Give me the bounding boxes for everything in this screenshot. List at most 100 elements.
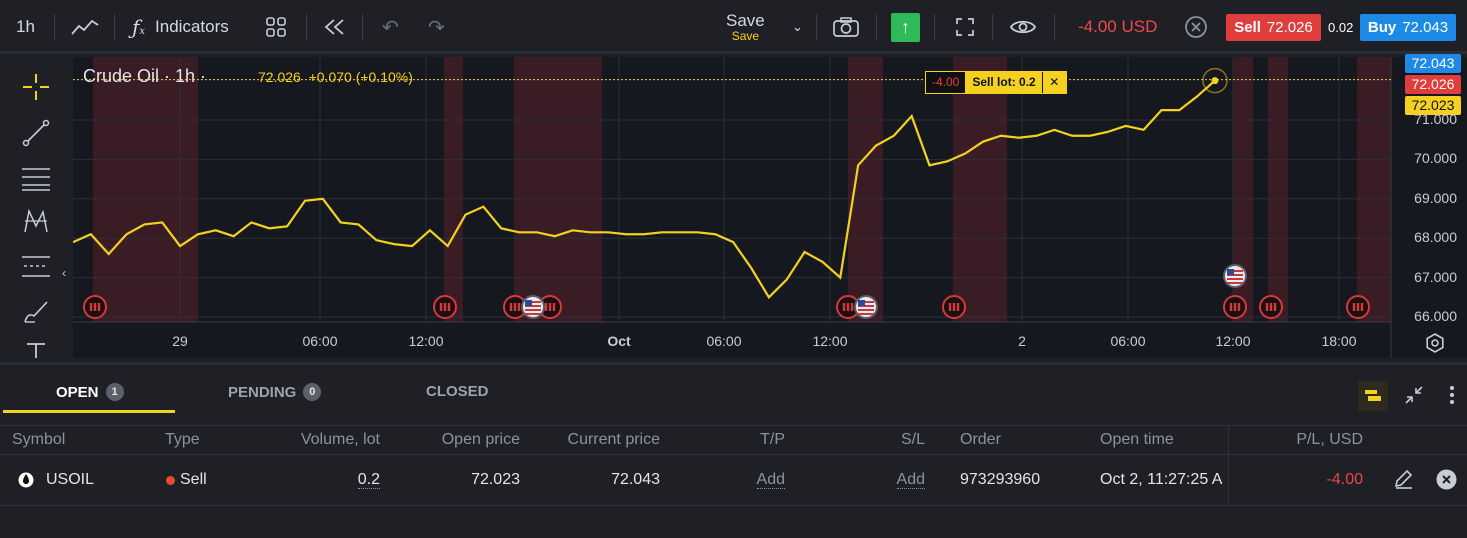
buy-button[interactable]: Buy 72.043 bbox=[1360, 0, 1456, 54]
layouts-button[interactable] bbox=[265, 0, 287, 54]
economic-event-icon bbox=[942, 295, 966, 319]
row-current-price: 72.043 bbox=[611, 471, 660, 488]
save-dropdown[interactable]: ⌄ bbox=[792, 0, 803, 54]
prediction-tool[interactable] bbox=[20, 250, 52, 282]
top-toolbar: 1h ƒx Indicators ↶ ↷ Save Save ⌄ ↑ -4.00… bbox=[0, 0, 1467, 54]
trendline-icon bbox=[22, 119, 50, 147]
arrow-up-icon: ↑ bbox=[891, 12, 920, 42]
buy-label: Buy bbox=[1367, 18, 1397, 36]
y-tick-label: 71.000 bbox=[1414, 111, 1457, 127]
chart-title: Crude Oil · 1h · bbox=[83, 66, 207, 86]
timeframe-button[interactable]: 1h bbox=[16, 0, 35, 54]
edit-position-button[interactable] bbox=[1393, 468, 1415, 495]
row-volume-field[interactable]: 0.2 bbox=[250, 471, 380, 489]
collapse-toolbar-button[interactable]: ‹ bbox=[62, 266, 66, 280]
column-divider bbox=[1228, 425, 1229, 505]
save-label: Save bbox=[726, 10, 765, 30]
tab-closed[interactable]: CLOSED bbox=[426, 383, 489, 400]
col-symbol: Symbol bbox=[12, 431, 66, 448]
price-change: +0.070 (+0.10%) bbox=[308, 69, 413, 85]
sell-button[interactable]: Sell 72.026 bbox=[1226, 0, 1321, 54]
buy-price: 72.043 bbox=[1402, 18, 1449, 36]
last-point bbox=[1211, 77, 1219, 85]
tab-pending-label: PENDING bbox=[228, 383, 297, 401]
pattern-tool[interactable] bbox=[20, 205, 52, 237]
x-tick-label: 29 bbox=[172, 333, 188, 349]
indicators-label: Indicators bbox=[155, 17, 229, 36]
undo-icon: ↶ bbox=[382, 16, 399, 39]
x-tick-label: 18:00 bbox=[1321, 333, 1357, 349]
chart-type-button[interactable] bbox=[70, 0, 100, 54]
grid-icon bbox=[266, 17, 286, 37]
x-tick-label: Oct bbox=[607, 333, 631, 349]
panel-menu-button[interactable] bbox=[1444, 383, 1460, 407]
text-tool[interactable] bbox=[20, 339, 52, 358]
economic-event-icon bbox=[1346, 295, 1370, 319]
trendline-tool[interactable] bbox=[20, 117, 52, 149]
publish-button[interactable]: ↑ bbox=[891, 0, 920, 54]
settings-icon bbox=[1426, 333, 1444, 353]
crosshair-tool[interactable] bbox=[20, 71, 52, 103]
undo-button[interactable]: ↶ bbox=[382, 0, 399, 54]
x-tick-label: 06:00 bbox=[706, 333, 742, 349]
chart-settings-button[interactable] bbox=[1424, 332, 1446, 354]
row-order: 973293960 bbox=[960, 471, 1041, 488]
tab-open-count: 1 bbox=[105, 383, 124, 401]
screenshot-button[interactable] bbox=[832, 0, 860, 54]
position-tag[interactable]: -4.00 Sell lot: 0.2 ✕ bbox=[925, 71, 1067, 94]
col-tp: T/P bbox=[760, 431, 785, 448]
chart-quote: 72.026 +0.070 (+0.10%) bbox=[258, 69, 413, 85]
more-vertical-icon bbox=[1450, 386, 1454, 404]
redo-icon: ↷ bbox=[428, 16, 445, 39]
text-icon bbox=[27, 343, 45, 358]
col-sl: S/L bbox=[900, 431, 925, 448]
oil-drop-icon bbox=[18, 469, 34, 494]
bid-price-tag: 72.026 bbox=[1405, 75, 1461, 94]
replay-button[interactable] bbox=[322, 0, 348, 54]
us-flag-event-icon bbox=[1223, 264, 1247, 288]
x-tick-label: 12:00 bbox=[1215, 333, 1251, 349]
tab-open[interactable]: OPEN 1 bbox=[56, 383, 124, 401]
row-tp-label: Add bbox=[756, 471, 785, 489]
close-position-icon[interactable]: ✕ bbox=[1041, 72, 1066, 93]
economic-event-icon bbox=[433, 295, 457, 319]
row-tp-add[interactable]: Add bbox=[680, 471, 785, 489]
row-open-time: Oct 2, 11:27:25 A bbox=[1100, 471, 1223, 488]
price-chart[interactable]: Crude Oil · 1h · 72.026 +0.070 (+0.10%) … bbox=[73, 54, 1467, 358]
tab-pending[interactable]: PENDING 0 bbox=[228, 383, 322, 401]
save-button[interactable]: Save Save bbox=[726, 0, 765, 54]
x-tick-label: 06:00 bbox=[1110, 333, 1146, 349]
row-sl-label: Add bbox=[896, 471, 925, 489]
save-sublabel: Save bbox=[731, 28, 760, 43]
x-tick-label: 2 bbox=[1018, 333, 1026, 349]
price-line bbox=[73, 79, 1216, 300]
total-pl: -4.00 USD bbox=[1078, 17, 1158, 36]
row-type: Sell bbox=[166, 471, 207, 489]
last-price: 72.026 bbox=[258, 69, 301, 85]
economic-event-icon bbox=[503, 295, 527, 319]
close-circle-icon bbox=[1185, 16, 1207, 38]
fib-tool[interactable] bbox=[20, 161, 52, 193]
us-flag-event-icon bbox=[521, 295, 545, 319]
sell-dot-icon bbox=[166, 475, 175, 485]
brush-tool[interactable] bbox=[20, 295, 52, 327]
indicators-button[interactable]: ƒx Indicators bbox=[132, 0, 229, 54]
drawing-toolbar: ‹ bbox=[0, 57, 70, 358]
col-open-price: Open price bbox=[441, 431, 520, 448]
close-circle-icon bbox=[1436, 469, 1457, 490]
session-band bbox=[444, 57, 463, 322]
close-all-button[interactable] bbox=[1184, 0, 1208, 54]
panel-layout-button[interactable] bbox=[1358, 381, 1388, 411]
close-row-button[interactable] bbox=[1436, 469, 1457, 495]
stack-icon bbox=[1365, 390, 1381, 401]
redo-button[interactable]: ↷ bbox=[428, 0, 445, 54]
panel-minimize-button[interactable] bbox=[1402, 383, 1426, 407]
row-sl-add[interactable]: Add bbox=[820, 471, 925, 489]
chart-canvas bbox=[73, 57, 1392, 358]
rewind-icon bbox=[324, 19, 344, 35]
fullscreen-button[interactable] bbox=[955, 0, 975, 54]
col-pl: P/L, USD bbox=[1296, 431, 1363, 448]
visibility-button[interactable] bbox=[1009, 0, 1037, 54]
pattern-icon bbox=[24, 208, 48, 233]
horizontal-lines-icon bbox=[22, 168, 50, 191]
